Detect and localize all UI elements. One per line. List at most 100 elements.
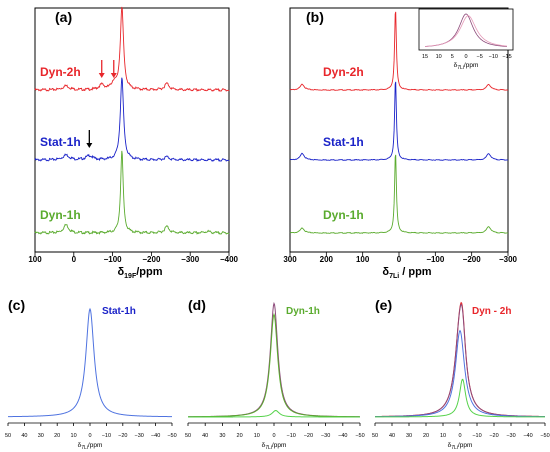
x-tick-label: 300: [283, 255, 297, 264]
x-tick-label: 100: [28, 255, 42, 264]
x-tick-label: 0: [72, 255, 77, 264]
x-axis-label: δ7Li/ppm: [448, 442, 473, 451]
x-tick-label: −10: [102, 433, 111, 439]
series-line: [34, 77, 230, 162]
series-line: [289, 81, 509, 161]
inset-tick-label: −15: [502, 54, 511, 60]
inset-x-label: δ7Li/ppm: [454, 62, 479, 71]
x-tick-label: −100: [426, 255, 445, 264]
panel-label: (a): [55, 9, 72, 25]
inset-tick-label: 5: [451, 54, 454, 60]
x-tick-label: −30: [135, 433, 144, 439]
x-tick-label: 0: [88, 433, 91, 439]
series-line: [188, 312, 360, 418]
x-tick-label: 40: [389, 433, 395, 439]
series-line: [34, 150, 230, 235]
panel-label: (d): [188, 297, 206, 313]
x-tick-label: −10: [472, 433, 481, 439]
x-tick-label: −10: [287, 433, 296, 439]
x-tick-label: 20: [237, 433, 243, 439]
series-line: [188, 410, 360, 418]
x-tick-label: 20: [423, 433, 429, 439]
series-line: [34, 6, 230, 92]
x-tick-label: −200: [142, 255, 161, 264]
arrow-head: [98, 73, 105, 78]
x-tick-label: 40: [21, 433, 27, 439]
series-label: Dyn-1h: [323, 208, 364, 222]
inset-tick-label: 0: [464, 54, 467, 60]
x-tick-label: 30: [406, 433, 412, 439]
series-line: [374, 329, 546, 418]
series-label: Dyn-2h: [323, 65, 364, 79]
x-tick-label: −400: [220, 255, 239, 264]
x-tick-label: −200: [463, 255, 482, 264]
series-label: Dyn-2h: [40, 65, 81, 79]
x-tick-label: −40: [338, 433, 347, 439]
x-tick-label: 50: [5, 433, 11, 439]
x-tick-label: −50: [540, 433, 549, 439]
x-tick-label: −100: [104, 255, 123, 264]
x-tick-label: −40: [151, 433, 160, 439]
series-label: Stat-1h: [40, 135, 81, 149]
series-line: [375, 303, 546, 418]
x-tick-label: −50: [355, 433, 364, 439]
x-tick-label: 50: [185, 433, 191, 439]
series-line: [8, 307, 172, 418]
x-tick-label: −300: [181, 255, 200, 264]
x-tick-label: −40: [523, 433, 532, 439]
series-label: Stat-1h: [323, 135, 364, 149]
series-line: [289, 11, 509, 91]
x-axis-label: δ7Li / ppm: [382, 266, 431, 280]
x-tick-label: 30: [38, 433, 44, 439]
inset-tick-label: −5: [477, 54, 483, 60]
x-tick-label: 0: [458, 433, 461, 439]
panel-label: (e): [375, 297, 392, 313]
x-tick-label: 10: [440, 433, 446, 439]
x-tick-label: 30: [219, 433, 225, 439]
panel-a: (a) 100 0 −100 −200 −300 −400 Dyn-2h Stat-1h Dyn-…: [28, 6, 239, 264]
arrow-head: [110, 73, 117, 78]
panel-label: (b): [306, 9, 324, 25]
inset-frame: [418, 8, 514, 51]
x-tick-label: 50: [372, 433, 378, 439]
inset-line: [424, 15, 508, 47]
x-tick-label: −30: [506, 433, 515, 439]
x-tick-label: 20: [54, 433, 60, 439]
x-tick-label: 10: [71, 433, 77, 439]
series-line: [374, 301, 545, 418]
x-tick-label: −50: [167, 433, 176, 439]
series-label: Dyn-1h: [40, 208, 81, 222]
x-tick-label: −300: [499, 255, 518, 264]
panel-c: 50 40 30 20 10 0 −10 −20 −30 −40 −50 (c) Stat-1h: [5, 297, 177, 439]
legend-label: Stat-1h: [102, 306, 136, 317]
x-axis-label: δ7Li/ppm: [78, 442, 103, 451]
x-axis-label: δ7Li/ppm: [262, 442, 287, 451]
x-tick-label: 200: [320, 255, 334, 264]
x-axis-label: δ19F/ppm: [117, 266, 162, 280]
x-tick-label: −20: [118, 433, 127, 439]
x-tick-label: 10: [254, 433, 260, 439]
inset: 15 10 5 0 −5 −10 −15 δ7Li/ppm: [418, 8, 514, 71]
panel-label: (c): [8, 297, 25, 313]
legend-label: Dyn-1h: [286, 306, 320, 317]
plot-frame: [34, 7, 230, 253]
x-tick-label: 0: [397, 255, 402, 264]
panel-b: (b)300 200 100 0 −100 −200 −300Dyn-2hStat-1hDy…: [283, 7, 518, 264]
arrow-head: [86, 143, 93, 148]
x-tick-label: 40: [202, 433, 208, 439]
x-tick-label: −20: [489, 433, 498, 439]
series-line: [188, 301, 360, 418]
panel-d: 50 40 30 20 10 0 −10 −20 −30 −40 −50 (d) Dyn-1h: [185, 297, 365, 439]
x-tick-label: 100: [356, 255, 370, 264]
x-tick-label: −30: [321, 433, 330, 439]
inset-tick-label: 10: [436, 54, 442, 60]
legend-label: Dyn - 2h: [472, 306, 511, 317]
series-line: [289, 154, 509, 234]
panel-e: 50 40 30 20 10 0 −10 −20 −30 −40 −50 (e) Dyn - 2h: [372, 297, 550, 439]
series-line: [375, 378, 545, 418]
inset-tick-label: −10: [489, 54, 498, 60]
x-tick-label: 0: [272, 433, 275, 439]
inset-tick-label: 15: [422, 54, 428, 60]
